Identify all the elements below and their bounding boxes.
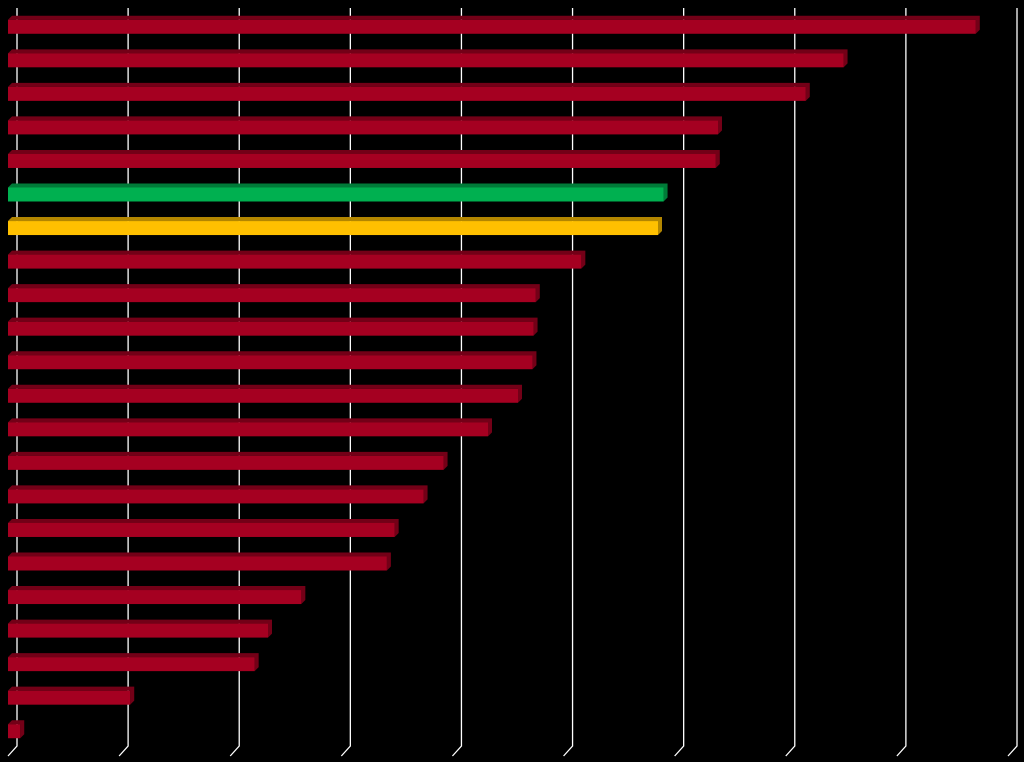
- bar: [8, 422, 488, 437]
- grid-line: [1007, 8, 1018, 757]
- bar: [8, 556, 387, 571]
- bar: [8, 489, 424, 504]
- bar: [8, 254, 582, 269]
- bar: [8, 321, 534, 336]
- bar: [8, 86, 806, 101]
- bar-depth: [8, 217, 662, 236]
- bar-depth: [8, 82, 810, 101]
- bar-depth: [8, 317, 538, 336]
- bar-depth: [8, 720, 25, 739]
- bar-depth: [8, 250, 586, 269]
- bar: [8, 522, 395, 537]
- bar-depth: [8, 116, 722, 135]
- bar-depth: [8, 552, 391, 571]
- bar-depth: [8, 418, 492, 437]
- bar: [8, 120, 718, 135]
- bar: [8, 355, 533, 370]
- bar: [8, 690, 131, 705]
- bar-depth: [8, 15, 980, 34]
- bar: [8, 19, 976, 34]
- bar: [8, 187, 664, 202]
- bar-depth: [8, 183, 668, 202]
- bar-depth: [8, 653, 259, 672]
- bar: [8, 153, 716, 168]
- bar-depth: [8, 384, 522, 403]
- bar-depth: [8, 619, 272, 638]
- bar-depth: [8, 149, 720, 168]
- grid-line: [785, 8, 796, 757]
- bar: [8, 623, 268, 638]
- bar: [8, 221, 658, 236]
- bar-depth: [8, 686, 135, 705]
- grid-line: [896, 8, 907, 757]
- bar: [8, 724, 21, 739]
- grid-line: [674, 8, 685, 757]
- bar-depth: [8, 518, 399, 537]
- bar-depth: [8, 49, 848, 68]
- bar: [8, 590, 302, 605]
- bar-depth: [8, 451, 448, 470]
- bar: [8, 388, 518, 403]
- bar: [8, 455, 444, 470]
- bar-depth: [8, 284, 540, 303]
- bar: [8, 657, 255, 672]
- bar: [8, 53, 844, 68]
- bar-depth: [8, 586, 306, 605]
- bar: [8, 288, 536, 303]
- bar-depth: [8, 351, 537, 370]
- bar-depth: [8, 485, 428, 504]
